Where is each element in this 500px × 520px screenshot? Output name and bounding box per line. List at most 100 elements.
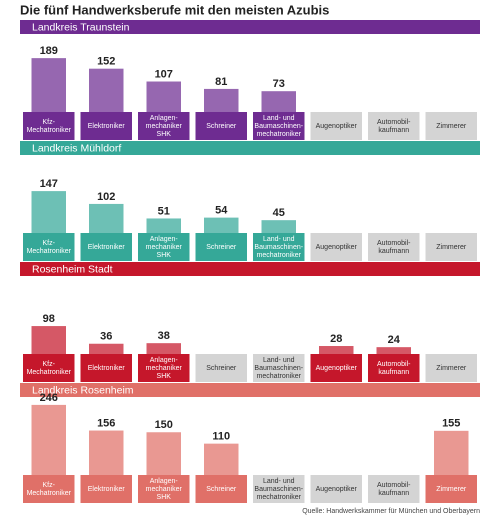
category-box [368, 354, 420, 382]
category-box [80, 354, 132, 382]
category-box [310, 233, 362, 261]
value-label: 73 [273, 78, 285, 90]
category-label: Augenoptiker [316, 365, 358, 372]
category-box [425, 112, 477, 140]
bar [146, 343, 181, 354]
category-box [253, 112, 305, 140]
bar [89, 68, 124, 112]
category-box [138, 475, 190, 503]
value-label: 28 [330, 333, 342, 345]
value-label: 110 [212, 431, 230, 443]
category-box [138, 233, 190, 261]
bar [204, 217, 239, 233]
value-label: 150 [155, 419, 173, 431]
category-label: Zimmerer [436, 244, 467, 251]
value-label: 24 [388, 334, 401, 346]
category-box [23, 112, 75, 140]
category-label: Kfz-Mechatroniker [27, 361, 72, 376]
category-label: Automobil-kaufmann [377, 119, 411, 134]
panel-header [20, 141, 480, 155]
category-box [195, 354, 247, 382]
category-box [23, 233, 75, 261]
category-label: Schreiner [206, 365, 237, 372]
value-label: 155 [442, 418, 460, 430]
value-label: 36 [100, 331, 112, 343]
bar [146, 432, 181, 475]
value-label: 98 [43, 313, 55, 325]
bar [261, 91, 296, 112]
category-label: Schreiner [206, 486, 237, 493]
category-label: Anlagen-mechaniker SHK [146, 236, 183, 259]
category-label: Kfz-Mechatroniker [27, 482, 72, 497]
panel-title: Landkreis Mühldorf [32, 142, 121, 154]
bar [376, 347, 411, 354]
panel-header [20, 20, 480, 34]
category-label: Elektroniker [88, 123, 126, 130]
bar [261, 220, 296, 233]
bar [89, 430, 124, 475]
category-label: Elektroniker [88, 365, 126, 372]
source: Quelle: Handwerkskammer für München und … [302, 508, 480, 515]
value-label: 102 [97, 191, 115, 203]
category-label: Augenoptiker [316, 244, 358, 251]
category-label: Land- und Baumaschinen-mechatroniker [254, 236, 303, 259]
category-box [253, 475, 305, 503]
category-label: Kfz-Mechatroniker [27, 119, 72, 134]
category-label: Anlagen-mechaniker SHK [146, 478, 183, 501]
panel-header [20, 383, 480, 397]
category-box [253, 354, 305, 382]
bar [89, 203, 124, 233]
category-box [368, 475, 420, 503]
bar [31, 58, 66, 112]
category-box [368, 233, 420, 261]
chart-title: Die fünf Handwerksberufe mit den meisten… [20, 2, 329, 17]
value-label: 189 [40, 45, 58, 57]
category-label: Land- und Baumaschinen-mechatroniker [254, 115, 303, 138]
category-box [310, 112, 362, 140]
bar [31, 326, 66, 354]
category-label: Automobil-kaufmann [377, 361, 411, 376]
bar [31, 191, 66, 233]
category-box [368, 112, 420, 140]
category-label: Zimmerer [436, 486, 467, 493]
category-label: Elektroniker [88, 486, 126, 493]
bar [204, 88, 239, 112]
category-label: Automobil-kaufmann [377, 240, 411, 255]
value-label: 81 [215, 76, 227, 88]
bar [146, 218, 181, 233]
category-box [425, 475, 477, 503]
value-label: 51 [158, 205, 170, 217]
panel-title: Rosenheim Stadt [32, 263, 113, 275]
category-label: Kfz-Mechatroniker [27, 240, 72, 255]
value-label: 246 [40, 392, 58, 404]
panel-title: Landkreis Rosenheim [32, 384, 134, 396]
category-box [80, 112, 132, 140]
category-label: Augenoptiker [316, 486, 358, 493]
value-label: 156 [97, 417, 115, 429]
category-label: Schreiner [206, 244, 237, 251]
bar [204, 443, 239, 475]
bar [146, 81, 181, 112]
category-label: Zimmerer [436, 123, 467, 130]
category-label: Anlagen-mechaniker SHK [146, 115, 183, 138]
category-box [195, 475, 247, 503]
value-label: 54 [215, 205, 228, 217]
category-box [425, 354, 477, 382]
panel-header [20, 262, 480, 276]
category-box [80, 233, 132, 261]
category-label: Zimmerer [436, 365, 467, 372]
category-box [23, 475, 75, 503]
value-label: 38 [158, 330, 170, 342]
category-box [310, 475, 362, 503]
category-label: Elektroniker [88, 244, 126, 251]
bar [319, 346, 354, 354]
bar [434, 430, 469, 475]
category-box [310, 354, 362, 382]
category-box [253, 233, 305, 261]
category-box [80, 475, 132, 503]
category-box [138, 354, 190, 382]
category-box [425, 233, 477, 261]
category-box [195, 112, 247, 140]
value-label: 147 [40, 178, 58, 190]
